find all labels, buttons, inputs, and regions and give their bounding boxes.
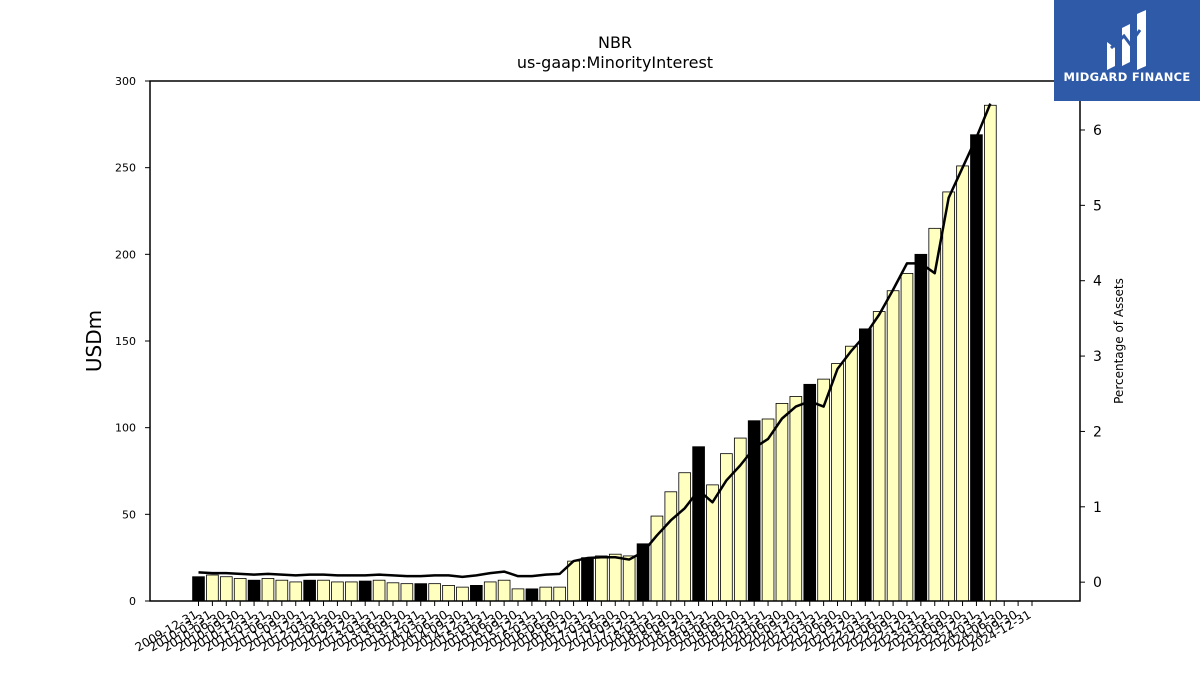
bar xyxy=(872,311,886,602)
chart-title: NBR xyxy=(598,33,632,52)
bar xyxy=(497,579,511,602)
bar xyxy=(192,576,205,602)
bar xyxy=(567,560,580,602)
bars xyxy=(192,104,997,602)
percentage-line-series xyxy=(198,103,992,579)
bar xyxy=(942,191,955,602)
y-tick-label: 150 xyxy=(115,335,136,348)
bar xyxy=(789,396,803,602)
bar xyxy=(303,579,316,602)
bar xyxy=(539,586,553,602)
bar xyxy=(775,402,789,602)
bar xyxy=(817,378,830,602)
y-axis-label: USDm xyxy=(82,310,106,372)
y2-tick-label: 3 xyxy=(1093,349,1102,365)
y-tick-label: 250 xyxy=(115,162,136,175)
bar xyxy=(289,581,303,602)
bar xyxy=(956,165,969,602)
bar xyxy=(664,491,678,602)
bar xyxy=(456,586,469,602)
bar xyxy=(525,588,539,602)
y2-tick-label: 0 xyxy=(1093,575,1102,591)
y2-tick-label: 2 xyxy=(1093,424,1102,440)
bar xyxy=(622,555,636,602)
bar xyxy=(233,578,247,602)
bar xyxy=(733,437,747,602)
bar xyxy=(595,555,608,602)
bar xyxy=(414,583,428,602)
axes: 05010015020025030001234562009-12-312010-… xyxy=(115,75,1102,654)
y2-tick-label: 4 xyxy=(1093,274,1102,290)
y2-axis-label: Percentage of Assets xyxy=(1112,278,1126,404)
bar xyxy=(650,515,664,602)
bar xyxy=(511,588,525,602)
y2-tick-label: 1 xyxy=(1093,500,1102,516)
bar xyxy=(247,579,261,602)
midgard-finance-logo: MIDGARD FINANCE xyxy=(1054,0,1200,101)
bar xyxy=(900,272,914,602)
bar xyxy=(581,557,594,602)
bar xyxy=(275,579,289,602)
bar xyxy=(761,418,775,602)
y-tick-label: 200 xyxy=(115,248,136,261)
logo-text: MIDGARD FINANCE xyxy=(1063,70,1191,84)
bar xyxy=(206,574,219,602)
bar xyxy=(261,578,275,602)
bar xyxy=(608,553,622,602)
bar xyxy=(372,579,386,602)
bar xyxy=(859,328,872,602)
bar xyxy=(678,472,692,602)
y-tick-label: 50 xyxy=(122,508,136,521)
bar xyxy=(428,583,441,602)
bar xyxy=(970,134,983,602)
bar xyxy=(400,583,414,602)
bar xyxy=(470,585,483,602)
bar xyxy=(358,580,372,602)
chart-subtitle: us-gaap:MinorityInterest xyxy=(517,53,713,72)
bar xyxy=(442,585,455,602)
y-tick-label: 300 xyxy=(115,75,136,88)
bar xyxy=(553,586,566,602)
bar xyxy=(984,104,997,602)
bar xyxy=(219,576,233,602)
bar xyxy=(344,581,358,602)
bar xyxy=(928,227,942,602)
bar xyxy=(483,581,497,602)
bar xyxy=(331,581,344,602)
bar xyxy=(803,383,817,602)
y2-tick-label: 5 xyxy=(1093,198,1102,214)
bar xyxy=(386,582,400,602)
bar xyxy=(317,579,330,602)
bar xyxy=(845,345,858,602)
bar xyxy=(692,446,705,602)
bar xyxy=(886,290,900,602)
bar xyxy=(831,363,844,602)
midgard-logo-icon xyxy=(1107,10,1146,70)
percentage-line xyxy=(198,103,992,579)
bar xyxy=(914,253,928,602)
y-tick-label: 100 xyxy=(115,422,136,435)
y2-tick-label: 6 xyxy=(1093,123,1102,139)
y-tick-label: 0 xyxy=(129,595,136,608)
